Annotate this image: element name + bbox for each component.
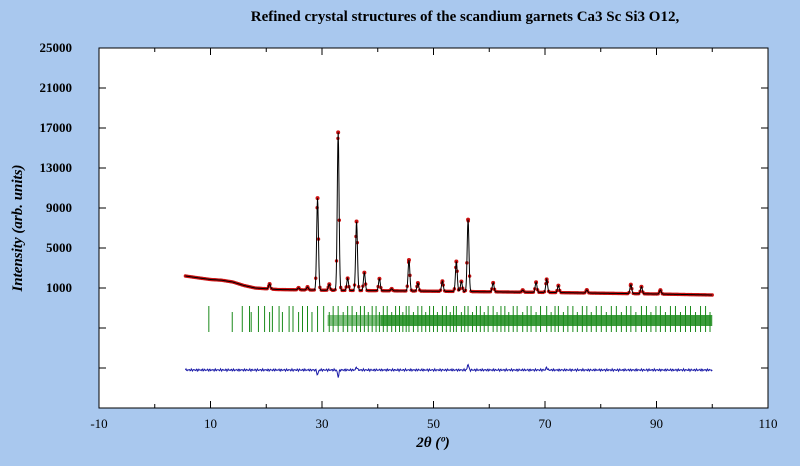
y-tick-label: 9000: [46, 200, 72, 215]
series-layer: [183, 130, 714, 378]
observed-point: [354, 219, 359, 224]
y-tick-label: 5000: [46, 240, 72, 255]
chart-title: Refined crystal structures of the scandi…: [250, 9, 680, 25]
x-tick-label: 70: [539, 416, 552, 431]
y-tick-label: 1000: [46, 280, 72, 295]
y-tick-label: 25000: [40, 40, 73, 55]
plot-area: [98, 47, 769, 409]
x-tick-label: 30: [316, 416, 329, 431]
x-tick-label: 90: [650, 416, 663, 431]
bragg-reflection-ticks: [208, 306, 713, 332]
x-tick-label: 50: [427, 416, 440, 431]
observed-point: [336, 130, 341, 135]
y-tick-label: 17000: [40, 120, 73, 135]
x-axis: -10 10 30 50 70 90 110: [90, 48, 778, 431]
y-tick-label: 21000: [40, 80, 73, 95]
x-tick-label: -10: [90, 416, 107, 431]
y-axis: 25000 21000 17000 13000 9000 5000 1000: [40, 40, 768, 369]
x-tick-label: 110: [758, 416, 777, 431]
bragg-dense-band: [327, 315, 381, 326]
x-axis-label: 2θ (º): [415, 435, 450, 451]
y-tick-label: 13000: [40, 160, 73, 175]
y-axis-label: Intensity (arb. units): [10, 164, 26, 292]
difference-line: [184, 363, 713, 378]
x-tick-label: 10: [204, 416, 217, 431]
observed-point: [315, 196, 320, 201]
calculated-line: [185, 132, 713, 296]
observed-point: [466, 217, 471, 222]
bragg-dense-band: [380, 315, 713, 326]
